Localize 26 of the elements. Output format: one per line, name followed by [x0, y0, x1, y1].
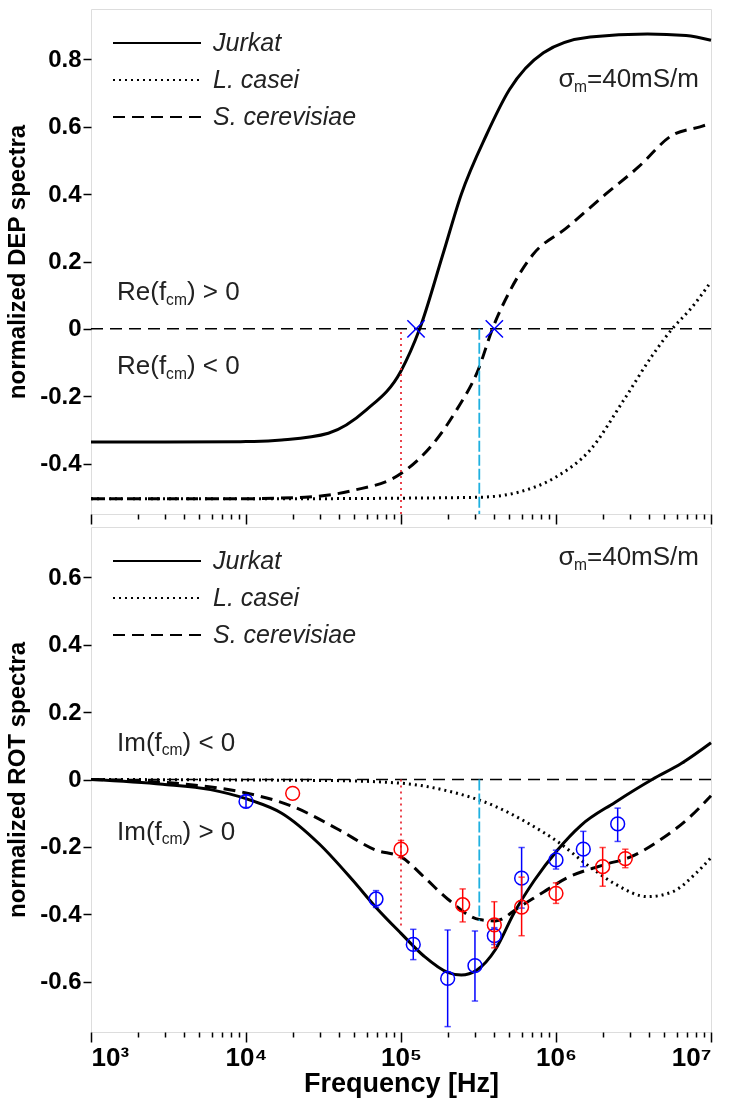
y-tick-label: 0.4 — [48, 630, 83, 658]
legend-label: Jurkat — [212, 28, 283, 56]
y-tick-label: 0.6 — [48, 563, 82, 590]
y-tick-label: 0.6 — [48, 112, 82, 140]
x-tick-label: 10⁷ — [671, 1041, 712, 1072]
x-tick-label: 10³ — [91, 1041, 130, 1072]
legend-label: S. cerevisiae — [213, 620, 357, 648]
y-tick-label: 0 — [68, 314, 82, 342]
y-tick-label: -0.2 — [40, 381, 82, 409]
y-tick-label: 0.2 — [48, 247, 82, 274]
y-tick-label: 0.4 — [48, 179, 83, 207]
y-axis-title: normalized DEP spectra — [3, 124, 31, 400]
legend-label: L. casei — [213, 583, 301, 611]
y-tick-label: -0.4 — [40, 449, 83, 476]
y-tick-label: 0.8 — [48, 45, 82, 72]
legend-label: Jurkat — [212, 546, 283, 574]
legend-label: S. cerevisiae — [213, 102, 357, 130]
y-tick-label: 0 — [68, 765, 82, 792]
y-tick-label: -0.6 — [40, 967, 82, 994]
y-tick-label: -0.4 — [40, 899, 83, 927]
x-tick-label: 10⁴ — [225, 1041, 268, 1072]
y-axis-title: normalized ROT spectra — [3, 641, 31, 919]
x-tick-label: 10⁶ — [536, 1041, 577, 1072]
y-tick-label: -0.2 — [40, 832, 82, 860]
legend-label: L. casei — [213, 65, 301, 93]
y-tick-label: 0.2 — [48, 697, 82, 725]
